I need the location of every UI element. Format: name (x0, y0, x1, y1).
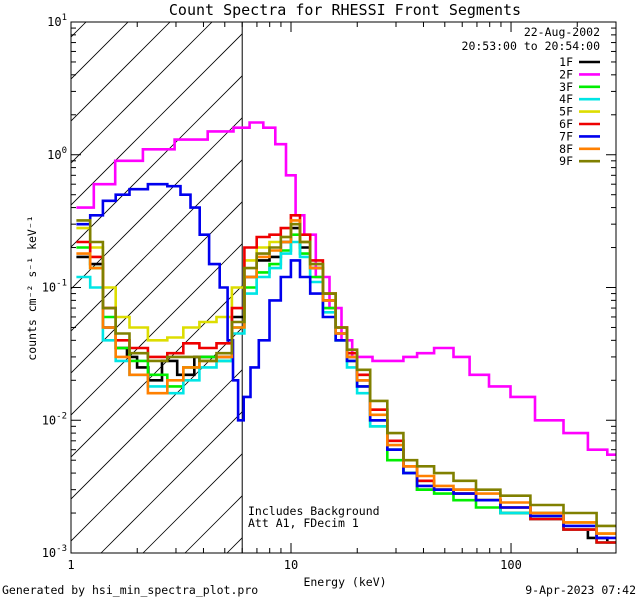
y-tick-label: 10-3 (42, 544, 67, 560)
y-axis-label: counts cm⁻² s⁻¹ keV⁻¹ (25, 215, 39, 360)
legend-label-2f: 2F (559, 67, 573, 81)
hatch-line (71, 159, 243, 332)
y-tick-label: 10-2 (42, 411, 67, 427)
hatch-line (71, 117, 243, 290)
hatch-line (71, 75, 243, 248)
annotation-background: Includes Background (248, 504, 380, 518)
legend-label-3f: 3F (559, 80, 573, 94)
axis-tick-labels: 1 10 100 10-3 10-2 10-1 100 101 (42, 13, 522, 572)
date-label: 22-Aug-2002 (524, 25, 600, 39)
plot-frame (70, 21, 617, 554)
x-tick-label: 100 (500, 558, 522, 572)
hatch-line (311, 0, 640, 553)
legend-label-6f: 6F (559, 117, 573, 131)
chart-title: Count Spectra for RHESSI Front Segments (169, 1, 521, 19)
x-tick-label: 10 (284, 558, 298, 572)
axis-ticks (70, 21, 617, 554)
series-layer (76, 121, 616, 544)
x-tick-label: 1 (67, 558, 74, 572)
legend-label-1f: 1F (559, 55, 573, 69)
hatch-line (71, 369, 243, 542)
hatch-line (71, 22, 87, 38)
hatch-line (71, 201, 243, 374)
timestamp-label: 9-Apr-2023 07:42 (525, 583, 636, 597)
hatch-line (353, 0, 640, 553)
y-tick-label: 10-1 (42, 279, 67, 295)
hatch-line (71, 327, 243, 500)
legend-label-4f: 4F (559, 92, 573, 106)
legend-label-9f: 9F (559, 154, 573, 168)
series-line-3f (76, 233, 616, 544)
legend-label-8f: 8F (559, 142, 573, 156)
annotation-attenuator: Att A1, FDecim 1 (248, 516, 359, 530)
generator-label: Generated by hsi_min_spectra_plot.pro (2, 583, 258, 597)
series-line-8f (76, 219, 616, 535)
y-tick-label: 100 (47, 146, 67, 162)
hatch-line (71, 22, 213, 164)
series-line-6f (76, 214, 616, 544)
series-line-2f (76, 121, 616, 456)
series-line-9f (76, 219, 616, 528)
hatched-region (71, 0, 640, 553)
series-line-5f (76, 222, 616, 535)
legend-label-5f: 5F (559, 105, 573, 119)
time-range-label: 20:53:00 to 20:54:00 (462, 39, 601, 53)
hatch-line (71, 243, 243, 416)
series-line-7f (76, 182, 616, 540)
hatch-line (142, 453, 243, 553)
hatch-line (71, 22, 171, 122)
y-tick-label: 101 (47, 13, 67, 29)
x-axis-label: Energy (keV) (303, 575, 386, 589)
hatch-line (71, 33, 243, 206)
hatch-line (100, 411, 243, 553)
legend-label-7f: 7F (559, 129, 573, 143)
